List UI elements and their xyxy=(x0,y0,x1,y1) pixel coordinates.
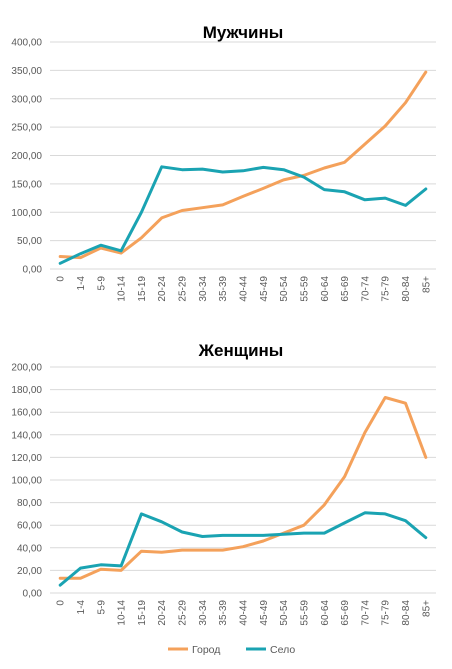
x-tick-label: 55-59 xyxy=(299,600,310,626)
x-tick-label: 0 xyxy=(56,600,67,606)
x-tick-label: 30-34 xyxy=(198,600,209,626)
x-tick-label: 1-4 xyxy=(76,600,87,615)
x-tick-label: 85+ xyxy=(421,276,432,293)
x-tick-label: 10-14 xyxy=(117,600,128,626)
legend-label-selo: Село xyxy=(270,644,295,656)
y-tick-label: 120,00 xyxy=(11,453,42,464)
chart-women: 0,00 20,00 40,00 60,00 80,00 100,00 120,00 140,… xyxy=(11,363,436,626)
y-tick-label: 0,00 xyxy=(23,589,43,600)
y-tick-label: 100,00 xyxy=(11,208,42,219)
y-tick-label: 200,00 xyxy=(11,151,42,162)
chart-men: 0,00 50,00 100,00 150,00 200,00 250,00 300,00 3… xyxy=(11,38,436,302)
x-tick-label: 70-74 xyxy=(360,600,371,626)
y-tick-label: 180,00 xyxy=(11,385,42,396)
x-tick-label: 70-74 xyxy=(360,276,371,302)
x-tick-label: 80-84 xyxy=(401,600,412,626)
y-tick-label: 200,00 xyxy=(11,363,42,374)
x-tick-label: 5-9 xyxy=(96,600,107,615)
x-tick-label: 15-19 xyxy=(137,276,148,302)
x-tick-label: 75-79 xyxy=(381,276,392,302)
x-tick-label: 60-64 xyxy=(320,276,331,302)
x-tick-label: 75-79 xyxy=(381,600,392,626)
x-tick-label: 25-29 xyxy=(178,276,189,302)
x-tick-label: 5-9 xyxy=(96,276,107,291)
x-tick-label: 50-54 xyxy=(279,600,290,626)
x-tick-label: 65-69 xyxy=(340,276,351,302)
x-tick-label: 65-69 xyxy=(340,600,351,626)
x-tick-label: 45-49 xyxy=(259,276,270,302)
y-tick-label: 160,00 xyxy=(11,408,42,419)
y-tick-label: 50,00 xyxy=(17,236,42,247)
legend-label-gorod: Город xyxy=(192,644,220,656)
y-tick-label: 300,00 xyxy=(11,94,42,105)
chart-title-men: Мужчины xyxy=(203,23,284,42)
x-tick-label: 0 xyxy=(56,276,67,282)
y-tick-label: 100,00 xyxy=(11,476,42,487)
x-tick-label: 1-4 xyxy=(76,276,87,291)
x-tick-label: 80-84 xyxy=(401,276,412,302)
y-tick-label: 80,00 xyxy=(17,498,42,509)
x-tick-label: 20-24 xyxy=(157,600,168,626)
x-tick-label: 40-44 xyxy=(239,600,250,626)
x-tick-label: 50-54 xyxy=(279,276,290,302)
x-tick-label: 85+ xyxy=(421,600,432,617)
legend: Город Село xyxy=(168,644,295,656)
x-tick-label: 55-59 xyxy=(299,276,310,302)
y-tick-label: 350,00 xyxy=(11,66,42,77)
y-tick-label: 400,00 xyxy=(11,38,42,49)
y-tick-label: 140,00 xyxy=(11,430,42,441)
y-tick-label: 40,00 xyxy=(17,543,42,554)
x-tick-label: 15-19 xyxy=(137,600,148,626)
y-tick-label: 150,00 xyxy=(11,179,42,190)
series-line-selo xyxy=(58,165,428,265)
x-tick-label: 30-34 xyxy=(198,276,209,302)
x-tick-label: 35-39 xyxy=(218,276,229,302)
x-tick-label: 40-44 xyxy=(239,276,250,302)
y-tick-label: 0,00 xyxy=(23,265,43,276)
chart-title-women: Женщины xyxy=(198,341,284,360)
series-line-gorod xyxy=(58,70,428,260)
x-tick-label: 25-29 xyxy=(178,600,189,626)
y-tick-label: 60,00 xyxy=(17,521,42,532)
x-tick-label: 20-24 xyxy=(157,276,168,302)
y-tick-label: 250,00 xyxy=(11,123,42,134)
x-tick-label: 10-14 xyxy=(117,276,128,302)
x-tick-label: 45-49 xyxy=(259,600,270,626)
x-tick-label: 60-64 xyxy=(320,600,331,626)
y-tick-label: 20,00 xyxy=(17,566,42,577)
series-line-selo xyxy=(58,511,428,587)
x-tick-label: 35-39 xyxy=(218,600,229,626)
series-line-gorod xyxy=(58,396,428,580)
